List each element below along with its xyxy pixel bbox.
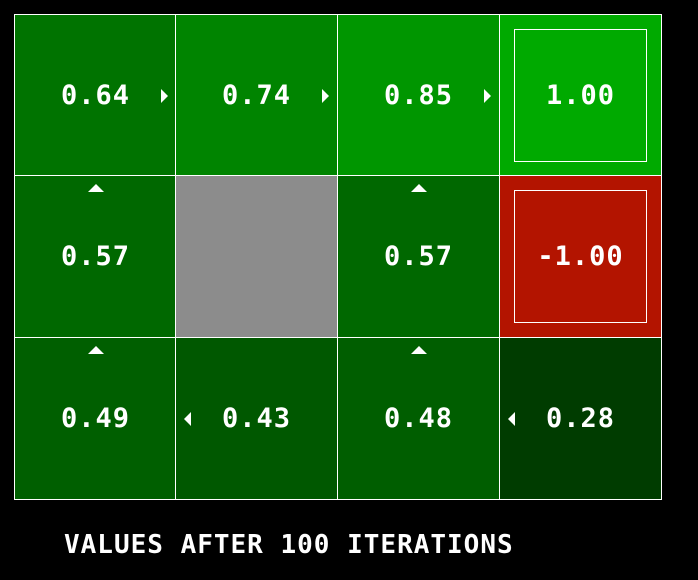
policy-arrow-up-icon bbox=[410, 346, 427, 354]
state-value: 0.57 bbox=[60, 241, 131, 272]
state-cell: 0.74 bbox=[175, 14, 338, 177]
terminal-box bbox=[514, 29, 647, 162]
state-value: 0.85 bbox=[383, 80, 454, 111]
state-value: -1.00 bbox=[537, 241, 624, 272]
state-value: 0.49 bbox=[60, 403, 131, 434]
policy-arrow-right-icon bbox=[161, 88, 168, 103]
policy-arrow-left-icon bbox=[184, 411, 191, 426]
policy-arrow-right-icon bbox=[322, 88, 329, 103]
state-cell: 0.49 bbox=[14, 337, 177, 500]
policy-arrow-up-icon bbox=[87, 184, 104, 192]
state-cell: 0.43 bbox=[175, 337, 338, 500]
state-value: 0.74 bbox=[221, 80, 292, 111]
terminal-cell: -1.00 bbox=[499, 175, 662, 338]
value-grid: 0.64 0.74 0.85 1.00 0.57 0.57 -1.00 0.49 0.43 0.4… bbox=[14, 14, 662, 500]
state-value: 0.28 bbox=[545, 403, 616, 434]
state-cell: 0.64 bbox=[14, 14, 177, 177]
state-cell: 0.57 bbox=[14, 175, 177, 338]
state-cell: 0.48 bbox=[337, 337, 500, 500]
caption: VALUES AFTER 100 ITERATIONS bbox=[64, 530, 514, 560]
terminal-box bbox=[514, 190, 647, 323]
policy-arrow-right-icon bbox=[484, 88, 491, 103]
state-value: 0.64 bbox=[60, 80, 131, 111]
state-cell: 0.85 bbox=[337, 14, 500, 177]
state-value: 1.00 bbox=[545, 80, 616, 111]
terminal-cell: 1.00 bbox=[499, 14, 662, 177]
state-cell: 0.57 bbox=[337, 175, 500, 338]
policy-arrow-up-icon bbox=[410, 184, 427, 192]
state-value: 0.48 bbox=[383, 403, 454, 434]
state-value: 0.57 bbox=[383, 241, 454, 272]
policy-arrow-left-icon bbox=[508, 411, 515, 426]
state-cell: 0.28 bbox=[499, 337, 662, 500]
state-value: 0.43 bbox=[221, 403, 292, 434]
policy-arrow-up-icon bbox=[87, 346, 104, 354]
wall-cell bbox=[175, 175, 338, 338]
